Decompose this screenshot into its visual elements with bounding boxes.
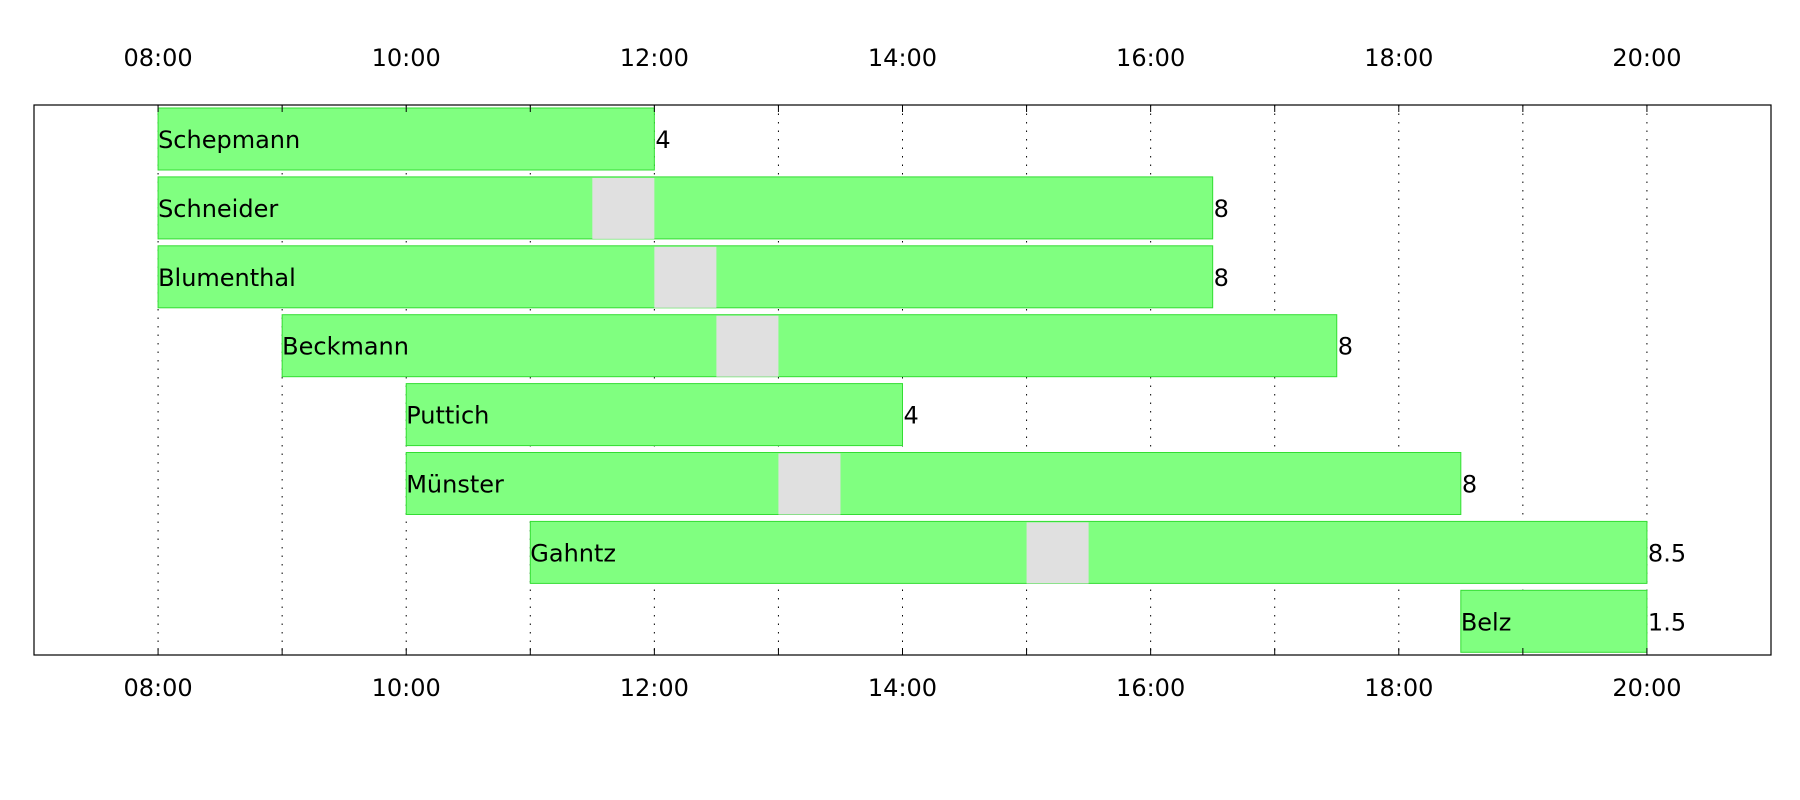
work-bar [405,452,1462,515]
gantt-row: Gahntz 8.5 [529,520,1686,584]
gantt-row: Münster 8 [405,452,1477,515]
x-tick-label-top: 14:00 [868,44,937,72]
x-tick-label-bottom: 18:00 [1364,674,1433,702]
work-bar [157,107,655,171]
break-segment [1026,522,1089,584]
row-hours-label: 8 [1338,333,1353,361]
axis-labels: 08:00 08:00 10:00 10:00 12:00 12:00 14:00 14:00… [123,44,1681,702]
x-tick-label-bottom: 16:00 [1116,674,1185,702]
x-tick-label-top: 12:00 [620,44,689,72]
x-tick-label-top: 16:00 [1116,44,1185,72]
work-bar [281,314,1338,378]
row-name-label: Beckmann [282,333,409,361]
row-name-label: Blumenthal [158,264,296,292]
row-name-label: Schepmann [158,126,300,154]
work-bar [157,176,1214,240]
x-tick-label-bottom: 14:00 [868,674,937,702]
gantt-row: Belz 1.5 [1460,589,1686,653]
x-tick-label-top: 10:00 [372,44,441,72]
row-hours-label: 1.5 [1648,608,1686,636]
work-bar [1460,589,1648,653]
gantt-row: Schneider 8 [157,176,1229,240]
x-tick-label-bottom: 12:00 [620,674,689,702]
gantt-row: Beckmann 8 [281,314,1353,378]
work-bar [405,383,903,447]
row-name-label: Schneider [158,195,278,223]
row-name-label: Gahntz [530,539,616,567]
row-hours-label: 8 [1214,264,1229,292]
x-tick-label-bottom: 08:00 [123,674,192,702]
gantt-row: Puttich 4 [405,383,919,447]
x-tick-label-top: 20:00 [1612,44,1681,72]
break-segment [778,453,841,515]
row-hours-label: 4 [655,126,670,154]
x-tick-label-bottom: 10:00 [372,674,441,702]
break-segment [654,246,717,308]
x-tick-label-bottom: 20:00 [1612,674,1681,702]
row-name-label: Belz [1461,608,1512,636]
row-name-label: Münster [406,471,504,499]
gantt-row: Blumenthal 8 [157,245,1229,309]
row-hours-label: 8.5 [1648,539,1686,567]
bars: Schepmann 4 Schneider 8 Blumenthal 8 Beckmann 8… [157,107,1686,653]
row-hours-label: 4 [904,402,919,430]
x-tick-label-top: 08:00 [123,44,192,72]
row-hours-label: 8 [1214,195,1229,223]
row-name-label: Puttich [406,402,489,430]
break-segment [592,177,655,239]
axis-ticks [33,105,1772,655]
break-segment [716,315,779,377]
row-hours-label: 8 [1462,471,1477,499]
gantt-row: Schepmann 4 [157,107,671,171]
x-tick-label-top: 18:00 [1364,44,1433,72]
